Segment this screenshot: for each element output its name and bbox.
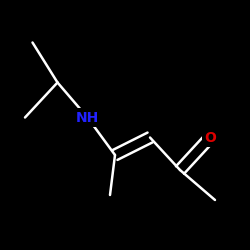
Text: NH: NH	[76, 110, 99, 124]
Text: O: O	[204, 130, 216, 144]
